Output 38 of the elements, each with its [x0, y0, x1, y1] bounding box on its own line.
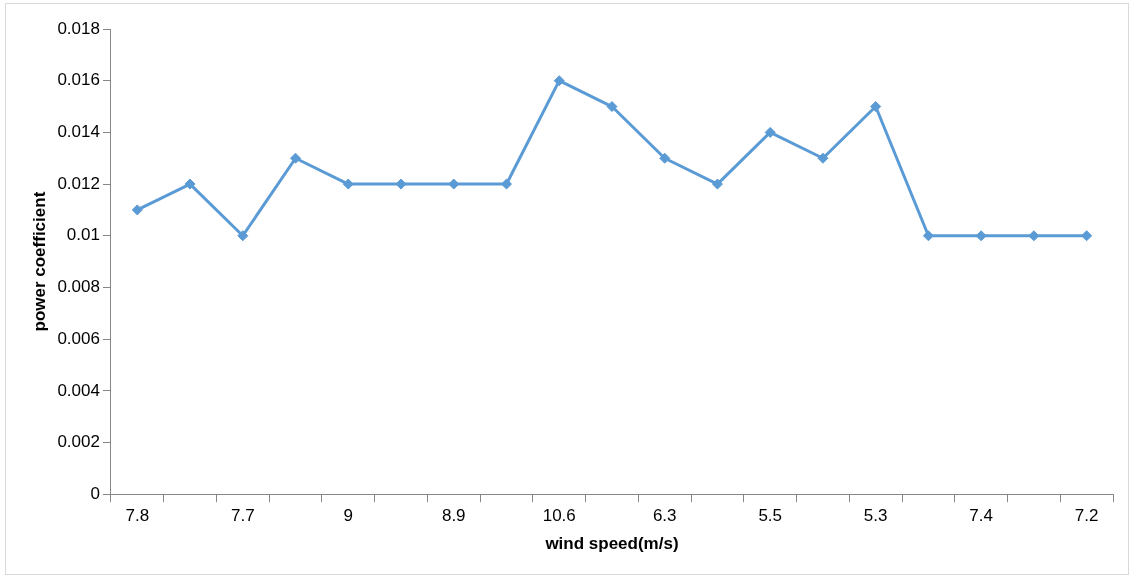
x-tick-label: 7.8 — [125, 506, 150, 526]
point — [290, 152, 302, 164]
x-tick-label: 7.7 — [230, 506, 255, 526]
point — [659, 152, 671, 164]
y-tick-label: 0.004 — [57, 380, 100, 400]
point — [870, 101, 882, 113]
x-tick-label: 6.3 — [652, 506, 677, 526]
point — [342, 178, 354, 190]
point — [1028, 230, 1040, 242]
point — [711, 178, 723, 190]
y-tick-label: 0.012 — [57, 173, 100, 193]
point — [975, 230, 987, 242]
x-tick-label: 8.9 — [441, 506, 466, 526]
point — [131, 204, 143, 216]
y-tick-label: 0.014 — [57, 122, 100, 142]
y-tick-label: 0.018 — [57, 18, 100, 38]
point — [184, 178, 196, 190]
y-axis-title: power coefficient — [29, 191, 49, 332]
y-tick-label: 0 — [90, 483, 100, 503]
y-tick-label: 0.002 — [57, 432, 100, 452]
x-tick-label: 5.3 — [863, 506, 888, 526]
y-tick-label: 0.016 — [57, 70, 100, 90]
point — [817, 152, 829, 164]
x-axis-title: wind speed(m/s) — [544, 534, 679, 554]
point — [553, 75, 565, 87]
y-tick-label: 0.008 — [57, 277, 100, 297]
x-tick-label: 9 — [343, 506, 354, 526]
y-tick-label: 0.006 — [57, 328, 100, 348]
point — [764, 126, 776, 138]
point — [606, 101, 618, 113]
x-tick-label: 7.4 — [969, 506, 993, 526]
point — [1081, 230, 1093, 242]
x-tick-label: 5.5 — [758, 506, 783, 526]
point — [922, 230, 934, 242]
y-tick-label: 0.01 — [66, 225, 100, 245]
x-tick-label: 7.2 — [1074, 506, 1099, 526]
point — [237, 230, 249, 242]
x-tick-label: 10.6 — [542, 506, 576, 526]
